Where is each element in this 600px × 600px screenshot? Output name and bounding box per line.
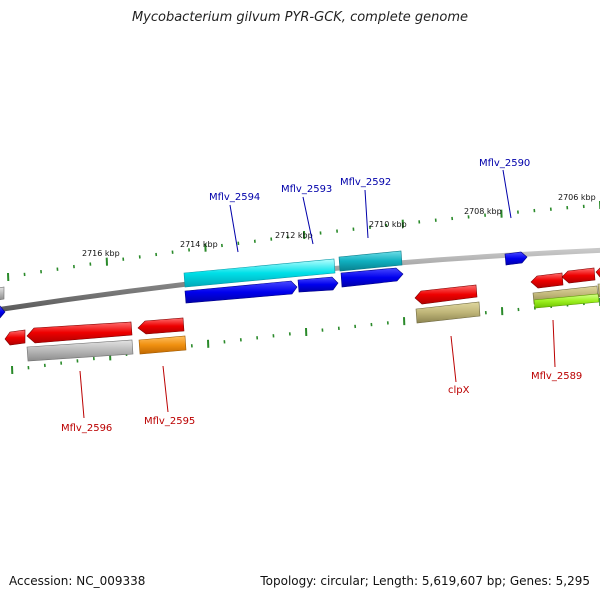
feature-mflv-2596-ring: [26, 339, 134, 362]
gene-mflv-2590-arrow[interactable]: [504, 251, 528, 266]
gene-mflv-2589-arrow[interactable]: [530, 272, 564, 289]
genome-summary-text: Topology: circular; Length: 5,619,607 bp…: [260, 574, 590, 588]
gene-label-mflv-2590[interactable]: Mflv_2590: [479, 158, 530, 169]
gene-mflv-2593-arrow[interactable]: [297, 276, 339, 293]
feature-mflv-2595-ring: [138, 335, 187, 355]
gene-left-edge-red[interactable]: [4, 329, 26, 346]
feature-left-edge-grey: [0, 286, 5, 300]
gene-mflv-2595-arrow[interactable]: [137, 317, 185, 335]
feature-mflv-2594-cds-ring: [183, 258, 336, 288]
leader-mflv-2593: [302, 196, 314, 245]
leader-clpx: [450, 335, 457, 383]
gene-mflv-2594-arrow[interactable]: [184, 280, 298, 304]
gene-label-mflv-2596[interactable]: Mflv_2596: [61, 423, 112, 434]
scale-label-2714: 2714 kbp: [180, 240, 218, 249]
leader-mflv-2589: [552, 319, 556, 368]
gene-next-arrow[interactable]: [561, 267, 596, 284]
gene-left-edge-blue[interactable]: [0, 305, 6, 319]
scale-label-2712: 2712 kbp: [275, 231, 313, 240]
accession-text: Accession: NC_009338: [9, 574, 146, 588]
leader-mflv-2592: [364, 189, 369, 239]
gene-label-mflv-2589[interactable]: Mflv_2589: [531, 371, 582, 382]
scale-label-2708: 2708 kbp: [464, 207, 502, 216]
gene-label-mflv-2595[interactable]: Mflv_2595: [144, 416, 195, 427]
leader-mflv-2594: [229, 204, 239, 253]
feature-clpx-ring: [415, 301, 481, 324]
scale-label-2716: 2716 kbp: [82, 249, 120, 258]
gene-clpx-arrow[interactable]: [414, 284, 478, 305]
feature-mflv-2589-ring-lime: [533, 293, 600, 309]
leader-mflv-2590: [502, 169, 512, 219]
gene-label-mflv-2593[interactable]: Mflv_2593: [281, 184, 332, 195]
leader-mflv-2595: [162, 365, 169, 413]
scale-label-2706: 2706 kbp: [558, 193, 596, 202]
map-title: Mycobacterium gilvum PYR-GCK, complete g…: [131, 10, 469, 25]
gene-mflv-2596-arrow[interactable]: [26, 321, 133, 344]
feature-mflv-2592-cds-ring: [338, 250, 403, 272]
scale-label-2710: 2710 kbp: [369, 220, 407, 229]
gene-label-mflv-2594[interactable]: Mflv_2594: [209, 192, 260, 203]
gene-label-mflv-2592[interactable]: Mflv_2592: [340, 177, 391, 188]
gene-label-clpx[interactable]: clpX: [448, 385, 470, 396]
gene-mflv-2592-arrow[interactable]: [340, 267, 404, 288]
leader-mflv-2596: [79, 370, 85, 419]
gene-right-edge-red[interactable]: [595, 266, 600, 278]
